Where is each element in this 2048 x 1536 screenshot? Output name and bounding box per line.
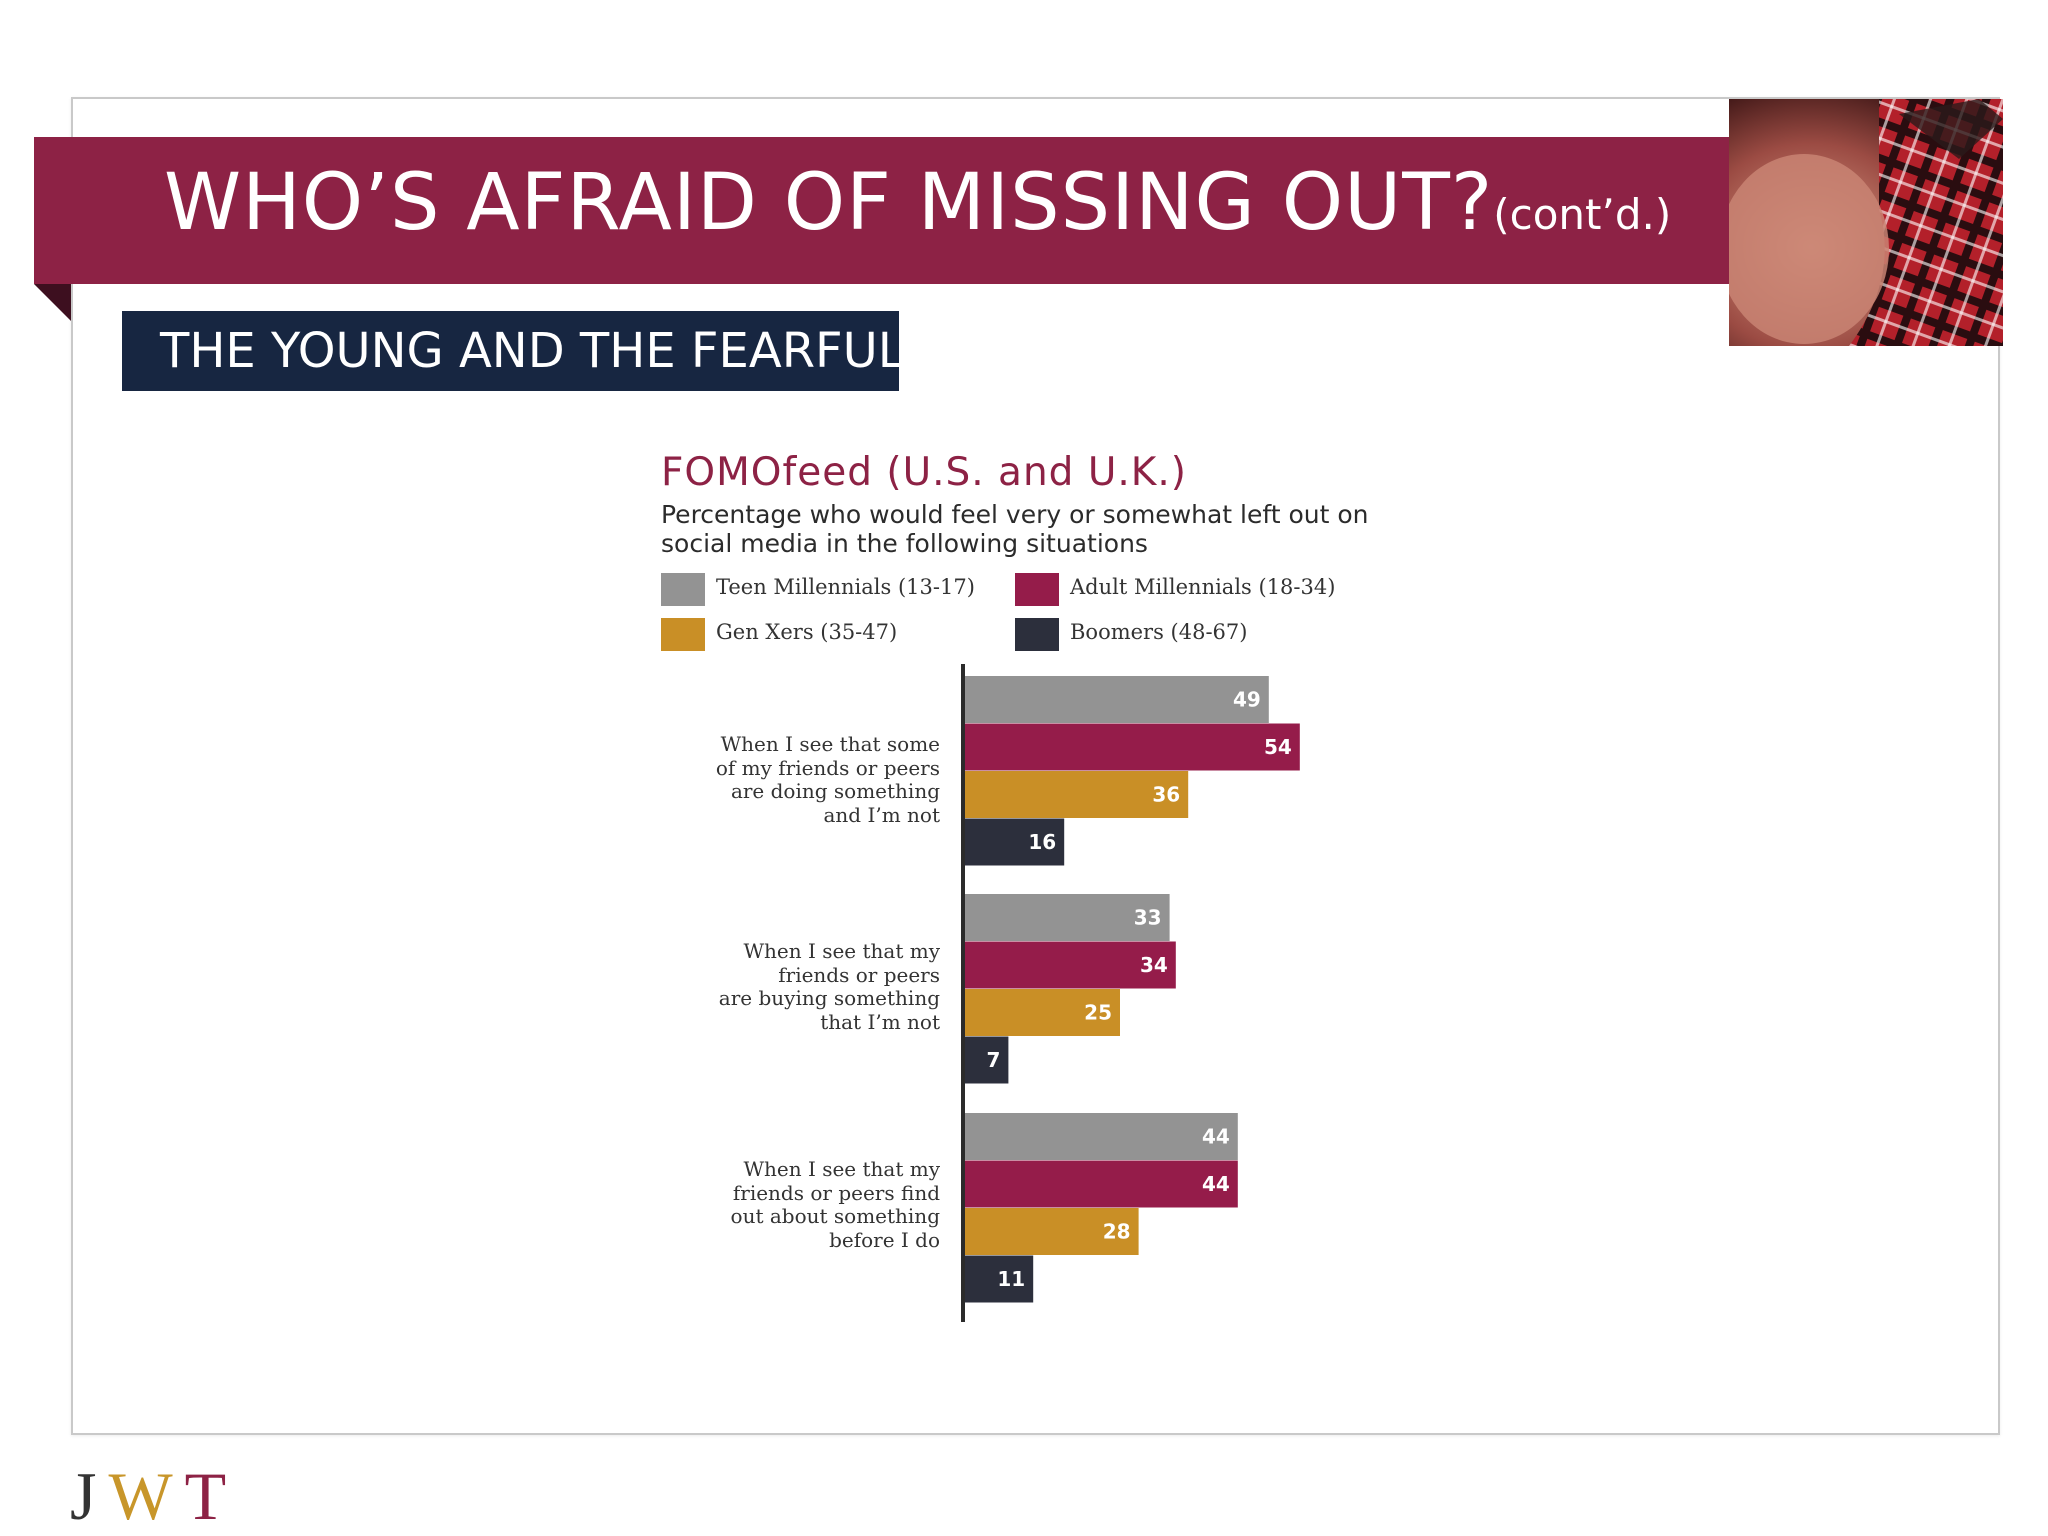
bar-boomers-cat2 [965,1036,1009,1084]
category-label-line: When I see that my [743,1157,940,1181]
bar-value-label: 36 [1152,783,1180,807]
bar-value-label: 28 [1103,1220,1131,1244]
category-label-line: out about something [730,1204,940,1228]
bar-value-label: 11 [997,1267,1025,1291]
category-label-line: are doing something [730,779,940,803]
chart-subtitle: Percentage who would feel very or somewh… [661,500,1369,558]
bar-teen-cat1 [965,676,1269,723]
title-banner: WHO’S AFRAID OF MISSING OUT?(cont’d.) [34,137,1729,284]
category-label-finding-out: When I see that my friends or peers find… [670,1157,940,1252]
category-label-doing: When I see that some of my friends or pe… [670,732,940,827]
bar-adult-cat2 [965,941,1176,989]
slide-title-suffix: (cont’d.) [1493,190,1672,239]
slide-subtitle: THE YOUNG AND THE FEARFUL [160,323,905,379]
bar-teen-cat3 [965,1113,1238,1160]
bar-adult-cat3 [965,1160,1238,1208]
legend-swatch-adult [1015,573,1059,606]
category-label-line: When I see that my [743,939,940,963]
bar-value-label: 7 [986,1048,1000,1072]
category-label-line: are buying something [718,986,940,1010]
jwt-logo: JWT [70,1462,238,1530]
bar-adult-cat1 [965,723,1300,771]
bar-value-label: 44 [1202,1172,1230,1196]
slide-title: WHO’S AFRAID OF MISSING OUT?(cont’d.) [164,158,1672,248]
bar-value-label: 33 [1134,906,1162,930]
category-label-line: friends or peers find [732,1180,940,1205]
category-label-line: of my friends or peers [715,755,940,780]
banner-fold [34,284,71,321]
category-label-line: and I’m not [823,802,940,827]
bar-value-label: 16 [1028,830,1056,854]
chart-title: FOMOfeed (U.S. and U.K.) [661,450,1187,495]
legend-swatch-genx [661,618,705,651]
logo-letter-t: T [184,1458,239,1534]
bar-genx-cat2 [965,989,1120,1036]
bar-value-label: 25 [1084,1001,1112,1025]
legend-label-boomers: Boomers (48-67) [1070,620,1248,644]
bar-value-label: 44 [1202,1125,1230,1149]
legend-swatch-teen [661,573,705,606]
header-photo [1729,99,2003,346]
category-label-line: that I’m not [820,1009,940,1034]
legend-swatch-boomers [1015,618,1059,651]
category-label-line: before I do [829,1227,940,1252]
category-label-line: friends or peers [778,962,940,987]
photo-illustration [1729,99,2003,346]
logo-letter-w: W [108,1458,185,1534]
bar-value-label: 34 [1140,953,1168,977]
bar-genx-cat3 [965,1208,1139,1255]
legend-label-adult: Adult Millennials (18-34) [1070,575,1336,599]
bar-teen-cat2 [965,894,1170,941]
bar-value-label: 49 [1233,688,1261,712]
bar-value-label: 54 [1264,735,1292,759]
bar-boomers-cat1 [965,818,1065,866]
category-label-buying: When I see that my friends or peers are … [670,939,940,1034]
subtitle-box: THE YOUNG AND THE FEARFUL [122,311,905,391]
bar-genx-cat1 [965,771,1189,818]
legend-label-teen: Teen Millennials (13-17) [716,575,975,599]
logo-letter-j: J [70,1458,109,1534]
category-label-line: When I see that some [720,732,940,756]
legend-label-genx: Gen Xers (35-47) [716,620,898,644]
bar-boomers-cat3 [965,1255,1034,1303]
